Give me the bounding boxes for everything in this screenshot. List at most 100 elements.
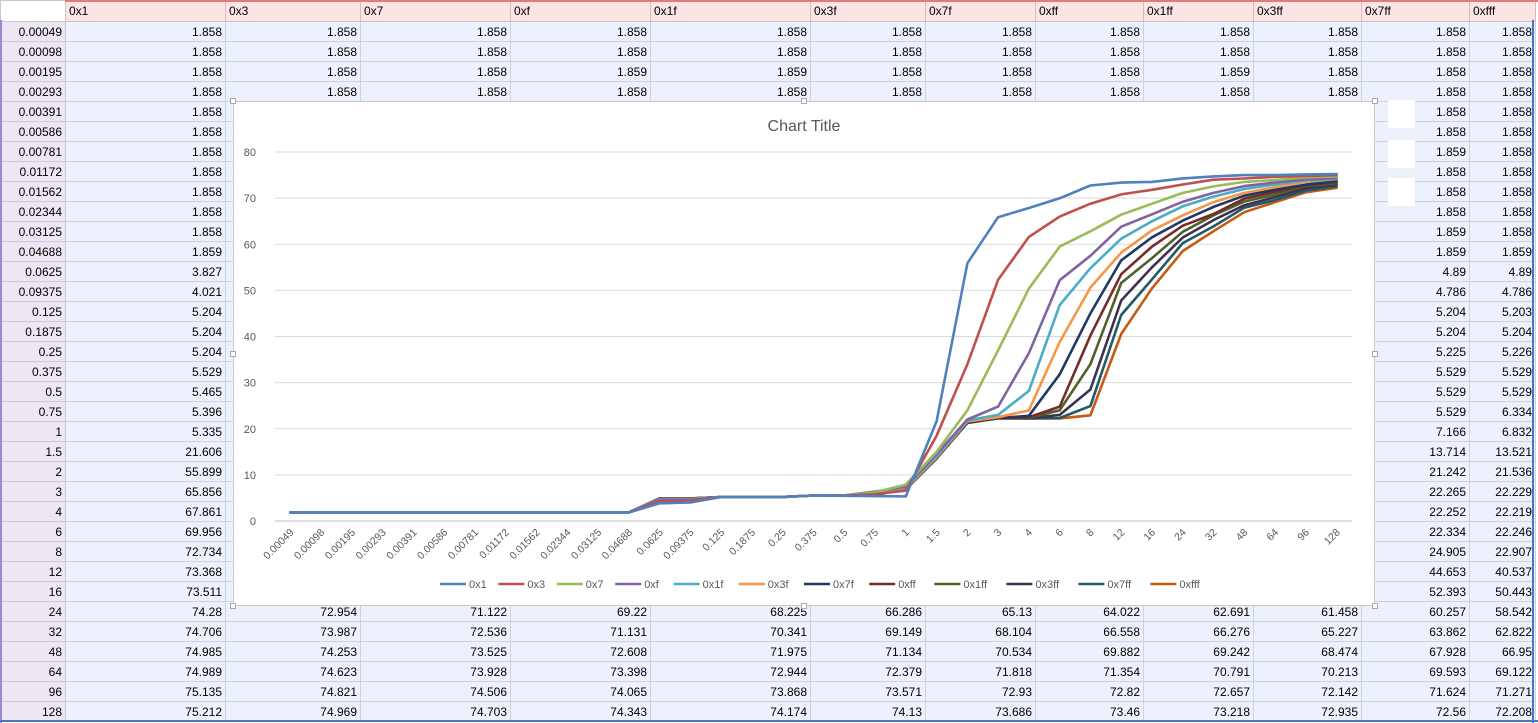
row-label-cell[interactable]: 0.01562 — [0, 181, 66, 202]
data-cell[interactable]: 72.944 — [650, 661, 811, 682]
data-cell[interactable]: 66.95 — [1469, 641, 1536, 662]
row-label-cell[interactable]: 0.00781 — [0, 141, 66, 162]
data-cell[interactable]: 73.511 — [65, 581, 226, 602]
data-cell[interactable]: 75.212 — [65, 701, 226, 722]
data-cell[interactable]: 72.379 — [810, 661, 926, 682]
row-label-cell[interactable]: 0.00098 — [0, 41, 66, 62]
resize-handle[interactable] — [230, 350, 236, 357]
column-header[interactable]: 0x1ff — [1143, 0, 1254, 22]
column-header[interactable]: 0x3ff — [1253, 0, 1362, 22]
data-cell[interactable]: 1.858 — [1469, 121, 1536, 142]
data-cell[interactable]: 13.521 — [1469, 441, 1536, 462]
data-cell[interactable]: 4.89 — [1469, 261, 1536, 282]
data-cell[interactable]: 1.858 — [1253, 81, 1362, 102]
data-cell[interactable]: 1.858 — [1469, 61, 1536, 82]
data-cell[interactable]: 1.858 — [925, 61, 1036, 82]
data-cell[interactable]: 65.227 — [1253, 621, 1362, 642]
resize-handle[interactable] — [230, 603, 236, 609]
data-cell[interactable]: 1.858 — [225, 41, 361, 62]
data-cell[interactable]: 1.858 — [1469, 201, 1536, 222]
row-label-cell[interactable]: 0.75 — [0, 401, 66, 422]
data-cell[interactable]: 72.208 — [1469, 701, 1536, 722]
data-cell[interactable]: 60.257 — [1361, 601, 1470, 622]
data-cell[interactable]: 1.858 — [1143, 21, 1254, 42]
data-cell[interactable]: 1.858 — [1253, 41, 1362, 62]
data-cell[interactable]: 62.822 — [1469, 621, 1536, 642]
data-cell[interactable]: 6.832 — [1469, 421, 1536, 442]
data-cell[interactable]: 1.858 — [65, 121, 226, 142]
data-cell[interactable]: 52.393 — [1361, 581, 1470, 602]
data-cell[interactable]: 69.882 — [1035, 641, 1144, 662]
data-cell[interactable]: 1.858 — [65, 61, 226, 82]
data-cell[interactable]: 21.242 — [1361, 461, 1470, 482]
data-cell[interactable]: 71.122 — [360, 601, 511, 622]
data-cell[interactable]: 1.858 — [1469, 181, 1536, 202]
data-cell[interactable]: 1.858 — [1469, 141, 1536, 162]
data-cell[interactable]: 67.861 — [65, 501, 226, 522]
row-label-cell[interactable]: 0.00049 — [0, 21, 66, 42]
data-cell[interactable]: 21.606 — [65, 441, 226, 462]
data-cell[interactable]: 1.858 — [650, 81, 811, 102]
data-cell[interactable]: 1.858 — [65, 181, 226, 202]
column-header[interactable]: 0xf — [510, 0, 651, 22]
row-label-cell[interactable]: 0.00195 — [0, 61, 66, 82]
data-cell[interactable]: 1.858 — [225, 61, 361, 82]
data-cell[interactable]: 1.858 — [65, 161, 226, 182]
data-cell[interactable]: 74.13 — [810, 701, 926, 722]
data-cell[interactable]: 69.22 — [510, 601, 651, 622]
data-cell[interactable]: 72.657 — [1143, 681, 1254, 702]
data-cell[interactable]: 5.204 — [65, 301, 226, 322]
column-header[interactable]: 0x7f — [925, 0, 1036, 22]
data-cell[interactable]: 1.859 — [65, 241, 226, 262]
data-cell[interactable]: 71.624 — [1361, 681, 1470, 702]
data-cell[interactable]: 5.529 — [65, 361, 226, 382]
data-cell[interactable]: 71.818 — [925, 661, 1036, 682]
data-cell[interactable]: 1.858 — [1361, 81, 1470, 102]
data-cell[interactable]: 4.89 — [1361, 261, 1470, 282]
data-cell[interactable]: 22.334 — [1361, 521, 1470, 542]
resize-handle[interactable] — [230, 98, 236, 104]
data-cell[interactable]: 1.858 — [225, 21, 361, 42]
data-cell[interactable]: 73.218 — [1143, 701, 1254, 722]
data-cell[interactable]: 1.858 — [810, 61, 926, 82]
data-cell[interactable]: 1.858 — [1469, 221, 1536, 242]
data-cell[interactable]: 1.858 — [1361, 201, 1470, 222]
data-cell[interactable]: 74.821 — [225, 681, 361, 702]
row-label-cell[interactable]: 24 — [0, 601, 66, 622]
data-cell[interactable]: 74.343 — [510, 701, 651, 722]
data-cell[interactable]: 1.858 — [65, 101, 226, 122]
data-cell[interactable]: 1.858 — [65, 81, 226, 102]
data-cell[interactable]: 1.858 — [810, 41, 926, 62]
row-label-cell[interactable]: 0.09375 — [0, 281, 66, 302]
data-cell[interactable]: 5.225 — [1361, 341, 1470, 362]
resize-handle[interactable] — [801, 603, 807, 609]
data-cell[interactable]: 72.935 — [1253, 701, 1362, 722]
data-cell[interactable]: 1.858 — [510, 41, 651, 62]
data-cell[interactable]: 55.899 — [65, 461, 226, 482]
data-cell[interactable]: 44.653 — [1361, 561, 1470, 582]
row-label-cell[interactable]: 0.25 — [0, 341, 66, 362]
data-cell[interactable]: 7.166 — [1361, 421, 1470, 442]
data-cell[interactable]: 69.593 — [1361, 661, 1470, 682]
column-header[interactable]: 0x1f — [650, 0, 811, 22]
data-cell[interactable]: 1.858 — [1035, 21, 1144, 42]
data-cell[interactable]: 24.905 — [1361, 541, 1470, 562]
resize-handle[interactable] — [801, 98, 807, 104]
row-label-cell[interactable]: 0.125 — [0, 301, 66, 322]
data-cell[interactable]: 1.858 — [510, 81, 651, 102]
row-label-cell[interactable]: 1.5 — [0, 441, 66, 462]
data-cell[interactable]: 5.204 — [1469, 321, 1536, 342]
data-cell[interactable]: 40.537 — [1469, 561, 1536, 582]
data-cell[interactable]: 1.858 — [65, 201, 226, 222]
corner-cell[interactable] — [0, 0, 66, 22]
data-cell[interactable]: 1.858 — [360, 41, 511, 62]
data-cell[interactable]: 1.858 — [1361, 121, 1470, 142]
data-cell[interactable]: 1.858 — [65, 141, 226, 162]
data-cell[interactable]: 1.859 — [1143, 61, 1254, 82]
data-cell[interactable]: 75.135 — [65, 681, 226, 702]
data-cell[interactable]: 4.786 — [1361, 281, 1470, 302]
data-cell[interactable]: 74.28 — [65, 601, 226, 622]
resize-handle[interactable] — [1372, 98, 1378, 104]
data-cell[interactable]: 21.536 — [1469, 461, 1536, 482]
